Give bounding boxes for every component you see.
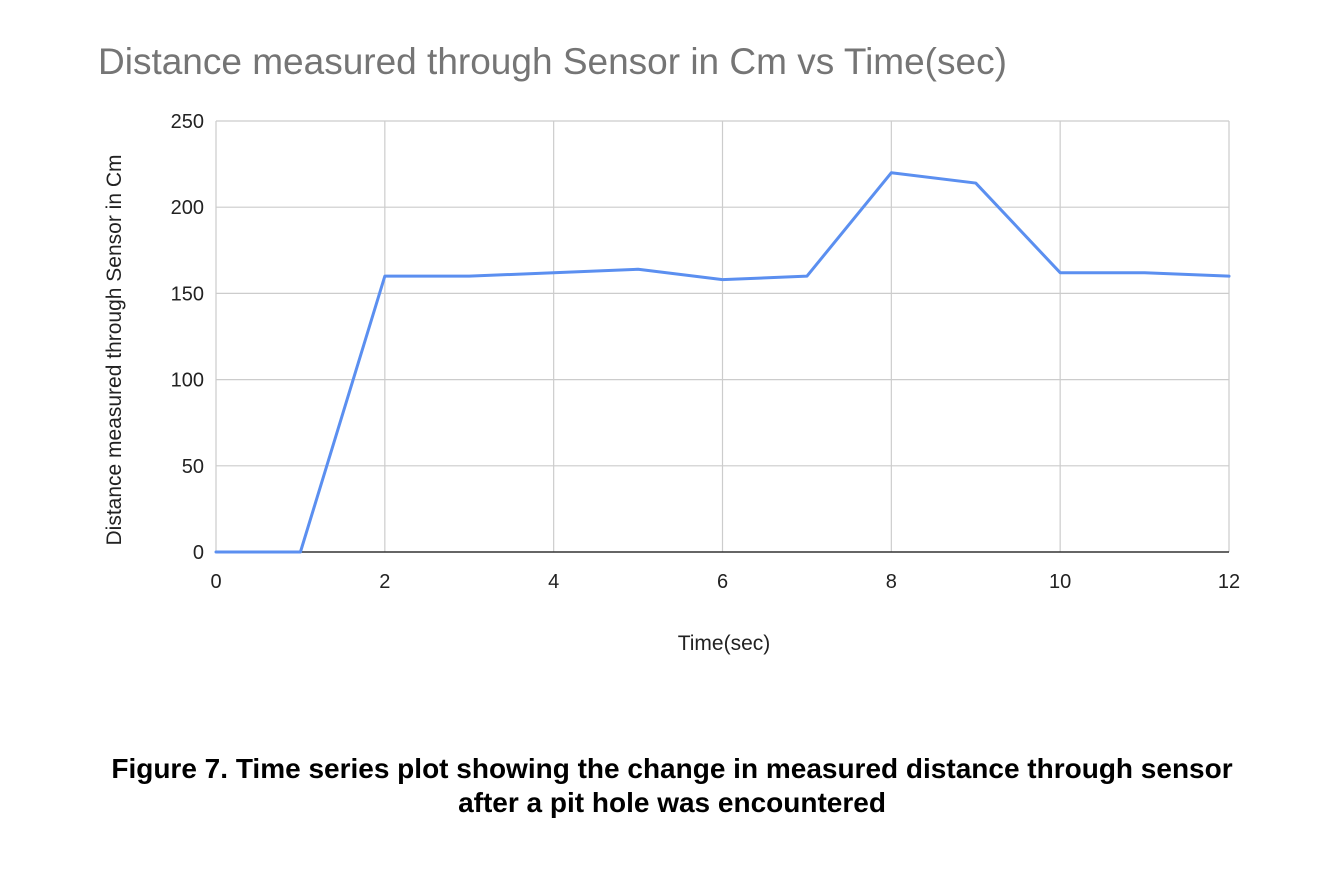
x-tick-label-2: 2 xyxy=(379,571,390,593)
y-tick-label-150: 150 xyxy=(171,283,204,305)
x-axis-ticks: 0 2 4 6 8 10 12 xyxy=(210,571,1240,593)
x-tick-label-12: 12 xyxy=(1218,571,1240,593)
figure-caption: Figure 7. Time series plot showing the c… xyxy=(0,752,1344,820)
series-line-0 xyxy=(214,171,1231,554)
x-tick-label-6: 6 xyxy=(717,571,728,593)
y-tick-label-0: 0 xyxy=(193,542,204,564)
caption-line-1: Figure 7. Time series plot showing the c… xyxy=(111,753,1233,784)
y-axis-ticks: 0 50 100 150 200 250 xyxy=(171,111,204,564)
x-axis-title: Time(sec) xyxy=(678,632,771,655)
y-tick-label-250: 250 xyxy=(171,111,204,133)
x-tick-label-0: 0 xyxy=(210,571,221,593)
y-axis-title: Distance measured through Sensor in Cm xyxy=(103,154,126,545)
x-tick-label-10: 10 xyxy=(1049,571,1071,593)
x-tick-label-8: 8 xyxy=(886,571,897,593)
y-tick-label-200: 200 xyxy=(171,197,204,219)
chart-title: Distance measured through Sensor in Cm v… xyxy=(98,41,1007,82)
series-group xyxy=(214,171,1231,554)
line-chart: Distance measured through Sensor in Cm v… xyxy=(98,41,1240,655)
caption-line-2: after a pit hole was encountered xyxy=(458,787,886,818)
grid xyxy=(215,120,1230,552)
x-tick-label-4: 4 xyxy=(548,571,559,593)
y-tick-label-50: 50 xyxy=(182,456,204,478)
y-tick-label-100: 100 xyxy=(171,370,204,392)
